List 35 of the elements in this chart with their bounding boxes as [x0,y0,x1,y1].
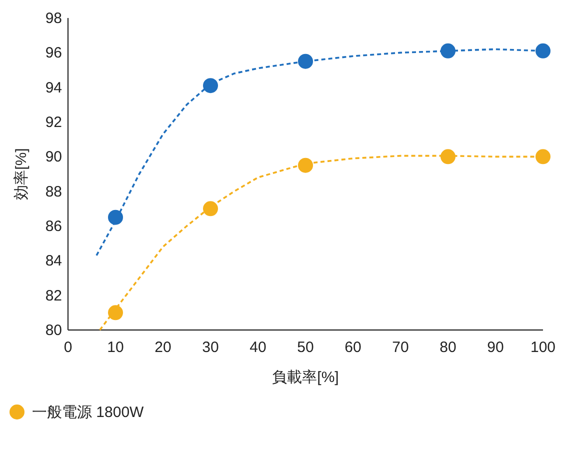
y-tick-label: 96 [45,44,62,62]
y-tick-label: 84 [45,252,62,270]
point [440,149,456,164]
y-tick-label: 90 [45,148,62,166]
point [440,43,456,58]
point [536,43,550,58]
y-axis-title: 効率[%] [13,148,30,200]
y-tick-label: 98 [45,10,62,27]
point [536,149,550,164]
x-axis-title: 負載率[%] [272,369,339,386]
point [203,78,218,94]
x-tick-label: 70 [392,339,409,356]
x-tick-label: 50 [297,339,314,356]
x-tick-label: 100 [530,339,556,356]
x-tick-label: 30 [202,339,219,356]
y-tick-label: 88 [45,183,62,200]
x-tick-label: 0 [64,339,72,356]
point [203,201,218,216]
y-tick-label: 80 [45,322,62,339]
point [298,158,313,173]
y-tick-label: 82 [45,287,62,304]
point [108,210,123,225]
x-tick-label: 10 [107,339,124,356]
x-tick-label: 40 [250,339,266,356]
legend: 一般電源 1800W [10,404,144,421]
y-tick-label: 92 [45,114,62,131]
x-tick-label: 20 [154,339,172,356]
y-tick-label: 86 [45,218,62,235]
point [298,54,313,69]
y-tick-label: 94 [45,79,62,96]
x-tick-label: 60 [344,339,362,356]
x-tick-label: 80 [440,339,456,356]
point [108,305,123,320]
x-tick-label: 90 [487,339,504,356]
legend-label: 一般電源 1800W [32,404,145,421]
